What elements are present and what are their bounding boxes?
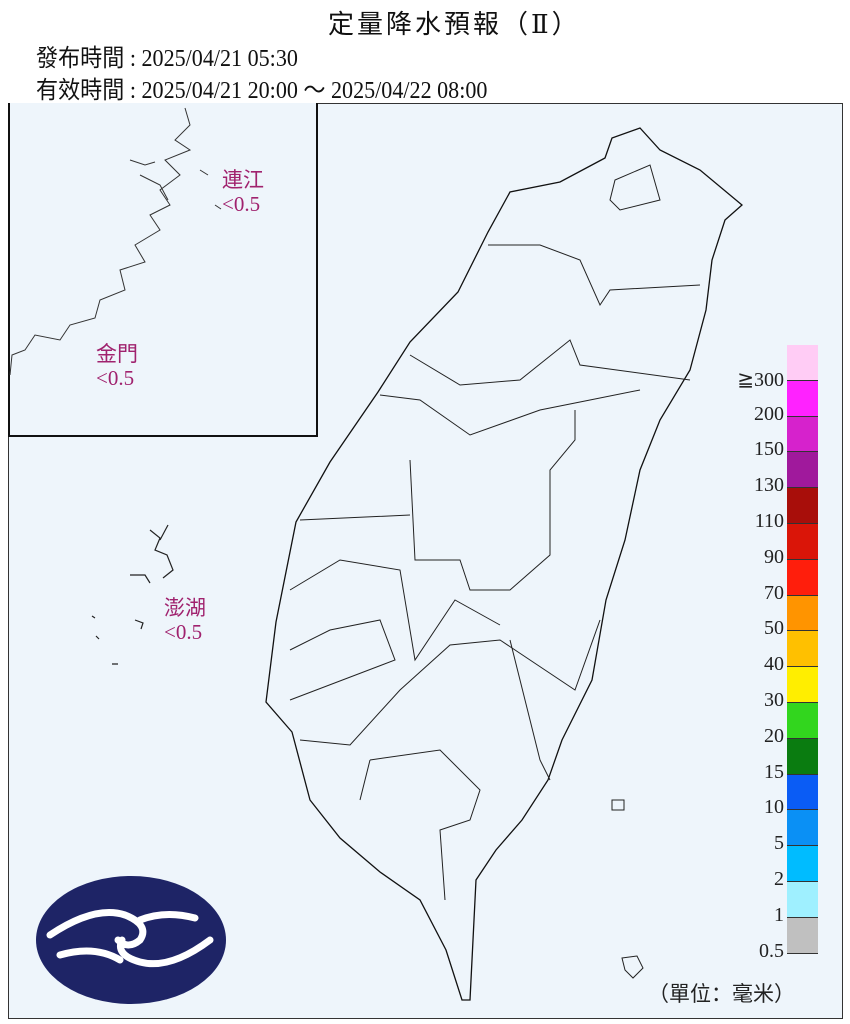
- inset-map-kinmen-matsu: [8, 103, 318, 437]
- legend-swatch: [787, 524, 818, 560]
- penghu-islands: [91, 524, 174, 665]
- region-label-lienchiang: 連江 <0.5: [222, 168, 264, 216]
- legend-label: 110: [754, 510, 784, 532]
- region-value: <0.5: [164, 620, 203, 644]
- legend-unit: （單位：毫米）: [648, 982, 795, 1006]
- legend-label: 5: [774, 832, 784, 855]
- legend-label: ≧300: [737, 368, 784, 391]
- legend-swatch: [787, 559, 818, 596]
- legend-swatch: [787, 488, 818, 524]
- legend-label: 20: [764, 724, 784, 747]
- green-island: [611, 799, 625, 811]
- legend-swatch: [787, 846, 818, 882]
- legend-swatch: [787, 667, 818, 703]
- legend-label: 10: [764, 796, 784, 819]
- legend-swatch: [787, 703, 818, 739]
- region-name: 金門: [96, 342, 138, 366]
- legend-swatch: [787, 380, 818, 417]
- valid-time: 有效時間 : 2025/04/21 20:00 ～ 2025/04/22 08:…: [36, 78, 488, 104]
- region-label-kinmen: 金門 <0.5: [96, 342, 138, 390]
- legend-label: 90: [764, 545, 784, 568]
- legend-swatch: [787, 917, 818, 954]
- legend-swatch: [787, 595, 818, 632]
- legend-label: 150: [754, 438, 784, 461]
- region-name: 連江: [222, 168, 264, 192]
- legend-swatch: [787, 452, 818, 489]
- matsu-islands: [129, 159, 222, 210]
- legend-swatch: [787, 416, 818, 453]
- cwa-logo: [36, 876, 226, 1004]
- taiwan-outline: [265, 127, 743, 1001]
- legend-label: 40: [764, 653, 784, 676]
- issue-time: 發布時間 : 2025/04/21 05:30: [36, 46, 298, 72]
- county-boundaries: [289, 164, 701, 901]
- legend-swatch: [787, 774, 818, 811]
- region-label-penghu: 澎湖 <0.5: [164, 596, 206, 644]
- legend-label: 50: [764, 617, 784, 640]
- legend-swatch: [787, 810, 818, 847]
- mainland-coastline: [9, 107, 192, 376]
- region-value: <0.5: [96, 366, 135, 390]
- region-name: 澎湖: [164, 596, 206, 620]
- legend-label: 1: [774, 903, 784, 926]
- legend-swatch: [787, 882, 818, 918]
- legend-swatch: [787, 738, 818, 775]
- legend-label: 15: [764, 760, 784, 783]
- map-title: 定量降水預報（Ⅱ）: [328, 10, 581, 40]
- legend-label: 30: [764, 689, 784, 711]
- legend-swatch: [787, 631, 818, 668]
- legend-label: 130: [754, 474, 784, 497]
- orchid-island: [621, 955, 644, 979]
- legend-label: 0.5: [759, 939, 784, 962]
- legend-label: 2: [774, 868, 784, 890]
- region-value: <0.5: [222, 192, 261, 216]
- legend-label: 200: [754, 402, 784, 425]
- legend-swatch: [787, 345, 818, 381]
- legend-label: 70: [764, 581, 784, 604]
